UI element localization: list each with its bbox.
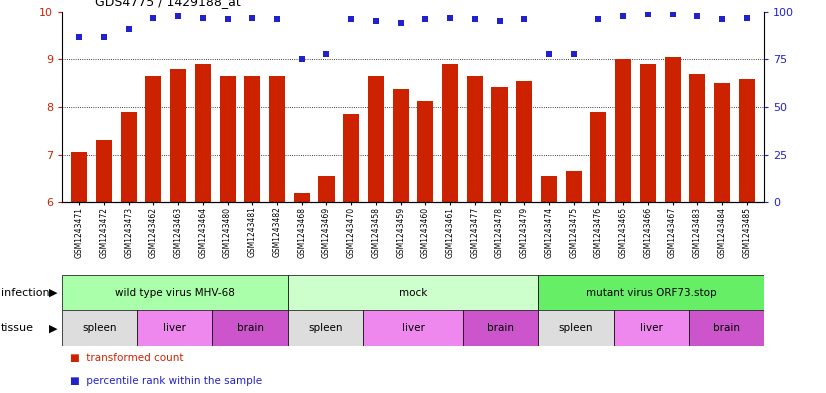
Point bbox=[444, 15, 457, 21]
Point bbox=[270, 16, 283, 22]
Point bbox=[97, 33, 111, 40]
Point bbox=[172, 13, 185, 19]
Text: ▶: ▶ bbox=[50, 323, 58, 333]
Bar bbox=[516, 81, 532, 202]
Point bbox=[543, 51, 556, 57]
Text: GDS4775 / 1429188_at: GDS4775 / 1429188_at bbox=[95, 0, 240, 8]
Bar bbox=[665, 57, 681, 202]
Bar bbox=[170, 69, 186, 202]
Text: mutant virus ORF73.stop: mutant virus ORF73.stop bbox=[586, 288, 716, 298]
Text: ▶: ▶ bbox=[50, 288, 58, 298]
Bar bbox=[442, 64, 458, 202]
Point bbox=[221, 16, 235, 22]
FancyBboxPatch shape bbox=[137, 310, 212, 346]
FancyBboxPatch shape bbox=[539, 275, 764, 310]
Point bbox=[197, 15, 210, 21]
Point bbox=[419, 16, 432, 22]
Bar bbox=[319, 176, 335, 202]
Text: brain: brain bbox=[487, 323, 515, 333]
Point bbox=[616, 13, 629, 19]
Bar bbox=[467, 76, 483, 202]
Bar bbox=[566, 171, 582, 202]
Point bbox=[73, 33, 86, 40]
Point bbox=[245, 15, 259, 21]
Text: brain: brain bbox=[713, 323, 740, 333]
Text: spleen: spleen bbox=[558, 323, 593, 333]
Bar bbox=[244, 76, 260, 202]
Text: spleen: spleen bbox=[83, 323, 116, 333]
Point bbox=[295, 56, 308, 62]
Point bbox=[394, 20, 407, 26]
Point bbox=[740, 15, 753, 21]
Point bbox=[666, 11, 679, 17]
Text: tissue: tissue bbox=[1, 323, 34, 333]
Point bbox=[591, 16, 605, 22]
Text: liver: liver bbox=[401, 323, 425, 333]
Text: liver: liver bbox=[164, 323, 186, 333]
FancyBboxPatch shape bbox=[212, 310, 287, 346]
Point bbox=[715, 16, 729, 22]
Text: brain: brain bbox=[236, 323, 263, 333]
Bar bbox=[689, 74, 705, 202]
Bar bbox=[541, 176, 557, 202]
Point bbox=[567, 51, 581, 57]
Text: liver: liver bbox=[640, 323, 662, 333]
Bar bbox=[71, 152, 88, 202]
Text: ■  percentile rank within the sample: ■ percentile rank within the sample bbox=[70, 376, 263, 386]
Text: ■  transformed count: ■ transformed count bbox=[70, 353, 183, 363]
Bar bbox=[368, 76, 384, 202]
Bar bbox=[392, 89, 409, 202]
Point bbox=[641, 11, 654, 17]
Point bbox=[691, 13, 704, 19]
FancyBboxPatch shape bbox=[463, 310, 539, 346]
FancyBboxPatch shape bbox=[62, 275, 287, 310]
Bar bbox=[269, 76, 285, 202]
Point bbox=[344, 16, 358, 22]
Bar bbox=[714, 83, 730, 202]
Bar bbox=[195, 64, 211, 202]
Text: wild type virus MHV-68: wild type virus MHV-68 bbox=[115, 288, 235, 298]
Bar bbox=[145, 76, 161, 202]
FancyBboxPatch shape bbox=[62, 310, 137, 346]
Bar bbox=[294, 193, 310, 202]
Bar bbox=[96, 140, 112, 202]
Bar bbox=[121, 112, 137, 202]
Point bbox=[122, 26, 135, 32]
Point bbox=[468, 16, 482, 22]
FancyBboxPatch shape bbox=[689, 310, 764, 346]
Bar bbox=[615, 59, 631, 202]
Text: mock: mock bbox=[399, 288, 427, 298]
Point bbox=[147, 15, 160, 21]
Text: spleen: spleen bbox=[308, 323, 343, 333]
Bar bbox=[640, 64, 656, 202]
Point bbox=[369, 18, 382, 24]
Bar bbox=[417, 101, 434, 202]
Text: infection: infection bbox=[1, 288, 50, 298]
Bar bbox=[343, 114, 359, 202]
Point bbox=[320, 51, 333, 57]
Point bbox=[493, 18, 506, 24]
Bar bbox=[591, 112, 606, 202]
FancyBboxPatch shape bbox=[539, 310, 614, 346]
Bar bbox=[491, 87, 507, 202]
FancyBboxPatch shape bbox=[363, 310, 463, 346]
FancyBboxPatch shape bbox=[287, 275, 539, 310]
Bar bbox=[220, 76, 235, 202]
Point bbox=[518, 16, 531, 22]
FancyBboxPatch shape bbox=[287, 310, 363, 346]
FancyBboxPatch shape bbox=[614, 310, 689, 346]
Bar bbox=[738, 79, 755, 202]
